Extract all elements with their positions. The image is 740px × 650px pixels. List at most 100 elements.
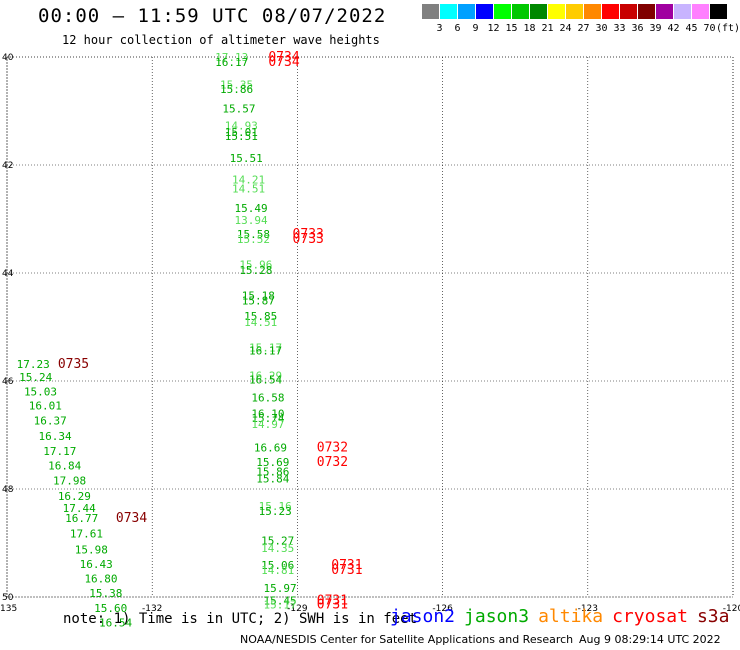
swh-label: 15.60: [94, 602, 127, 615]
swh-label: 15.96: [239, 259, 272, 272]
legend-swatch: [512, 4, 529, 19]
legend-swatch: [548, 4, 565, 19]
satellite-legend-item: jason3: [464, 606, 530, 627]
swh-label: 15.23: [259, 505, 292, 518]
legend-label: 12: [487, 23, 500, 34]
swh-label: 0734: [268, 55, 299, 70]
credit-line: NOAA/NESDIS Center for Satellite Applica…: [240, 633, 574, 646]
swh-label: 17.44: [63, 502, 96, 515]
swh-label: 14.35: [261, 542, 294, 555]
swh-label: 15.49: [234, 202, 267, 215]
swh-label: 16.54: [99, 617, 132, 630]
legend-label: 21: [541, 23, 554, 34]
swh-label: 15.17: [264, 598, 297, 611]
swh-label: 0731: [317, 597, 348, 612]
legend-swatch: [440, 4, 457, 19]
swh-label: 15.28: [239, 264, 272, 277]
swh-label: 16.29: [249, 369, 282, 382]
legend-swatch: [584, 4, 601, 19]
swh-label: 0732: [317, 455, 348, 470]
y-tick-label: 40: [2, 53, 14, 63]
swh-label: 14.51: [244, 316, 277, 329]
swh-label: 16.77: [65, 512, 98, 525]
swh-label: 0731: [317, 594, 348, 609]
swh-label: 13.94: [234, 214, 267, 227]
swh-label: 16.80: [84, 572, 117, 585]
swh-label: 15.51: [230, 152, 263, 165]
swh-label: 16.17: [215, 56, 248, 69]
swh-label: 0734: [116, 511, 147, 526]
x-tick-label: -126: [432, 604, 453, 614]
legend-swatch: [566, 4, 583, 19]
swh-label: 15.86: [256, 466, 289, 479]
swh-label: 0734: [268, 50, 299, 65]
swh-label: 17.17: [43, 445, 76, 458]
swh-label: 14.97: [251, 418, 284, 431]
swh-label: 15.69: [256, 456, 289, 469]
swh-label: 17.61: [70, 528, 103, 541]
chart-subtitle: 12 hour collection of altimeter wave hei…: [62, 33, 380, 47]
x-tick-label: -123: [578, 604, 598, 614]
swh-label: 15.51: [225, 130, 258, 143]
swh-label: 14.21: [232, 173, 265, 186]
legend-swatch: [494, 4, 511, 19]
legend-label: 6: [454, 23, 461, 34]
legend-label: 18: [523, 23, 536, 34]
swh-label: 15.18: [242, 289, 275, 302]
swh-label: 16.58: [251, 392, 284, 405]
swh-label: 17.13: [215, 51, 248, 64]
legend-swatch: [620, 4, 637, 19]
legend-label: 3: [436, 23, 443, 34]
legend-swatch: [638, 4, 655, 19]
swh-label: 0731: [331, 558, 362, 573]
swh-label: 15.01: [225, 126, 258, 139]
swh-label: 15.24: [19, 371, 52, 384]
swh-label: 16.43: [80, 558, 113, 571]
legend-label: 45: [685, 23, 698, 34]
swh-label: 15.74: [251, 412, 284, 425]
legend-label: 30: [595, 23, 608, 34]
swh-label: 14.51: [232, 183, 265, 196]
swh-label: 15.87: [242, 294, 275, 307]
swh-label: 15.98: [75, 543, 108, 556]
swh-label: 15.45: [264, 595, 297, 608]
legend-label: 70: [703, 23, 716, 34]
swh-label: 16.17: [249, 345, 282, 358]
swh-label: 15.16: [259, 500, 292, 513]
swh-label: 17.23: [17, 358, 50, 371]
generation-timestamp: Aug 9 08:29:14 UTC 2022: [579, 633, 721, 646]
satellite-legend-item: cryosat: [612, 606, 688, 627]
x-tick-label: -132: [142, 604, 162, 614]
satellite-legend-item: jason2: [390, 606, 456, 627]
y-tick-label: 50: [2, 593, 14, 603]
legend-swatch: [476, 4, 493, 19]
swh-label: 15.35: [220, 78, 253, 91]
swh-label: 15.06: [261, 559, 294, 572]
legend-label: 9: [472, 23, 479, 34]
swh-label: 14.81: [261, 564, 294, 577]
y-tick-label: 42: [2, 161, 13, 171]
swh-label: 16.37: [34, 415, 67, 428]
swh-label: 0733: [293, 227, 324, 242]
x-tick-label: -129: [287, 604, 308, 614]
swh-label: 15.58: [237, 228, 270, 241]
swh-label: 0731: [331, 563, 362, 578]
swh-label: 16.01: [29, 400, 62, 413]
swh-label: 15.86: [220, 83, 253, 96]
swh-label: 16.34: [38, 430, 71, 443]
legend-label: 33: [613, 23, 626, 34]
legend-swatch: [422, 4, 439, 19]
legend-label: 36: [631, 23, 644, 34]
swh-label: 16.69: [254, 442, 287, 455]
y-tick-label: 46: [2, 377, 14, 387]
swh-label: 15.57: [222, 103, 255, 116]
swh-label: 15.97: [264, 582, 297, 595]
chart-title: 00:00 — 11:59 UTC 08/07/2022: [38, 5, 387, 27]
legend-label: 27: [577, 23, 590, 34]
swh-label: 0735: [58, 357, 89, 372]
x-tick-label: -135: [0, 604, 17, 614]
legend-label: 15: [505, 23, 518, 34]
y-tick-label: 48: [2, 485, 14, 495]
satellite-legend-item: altika: [538, 606, 604, 627]
